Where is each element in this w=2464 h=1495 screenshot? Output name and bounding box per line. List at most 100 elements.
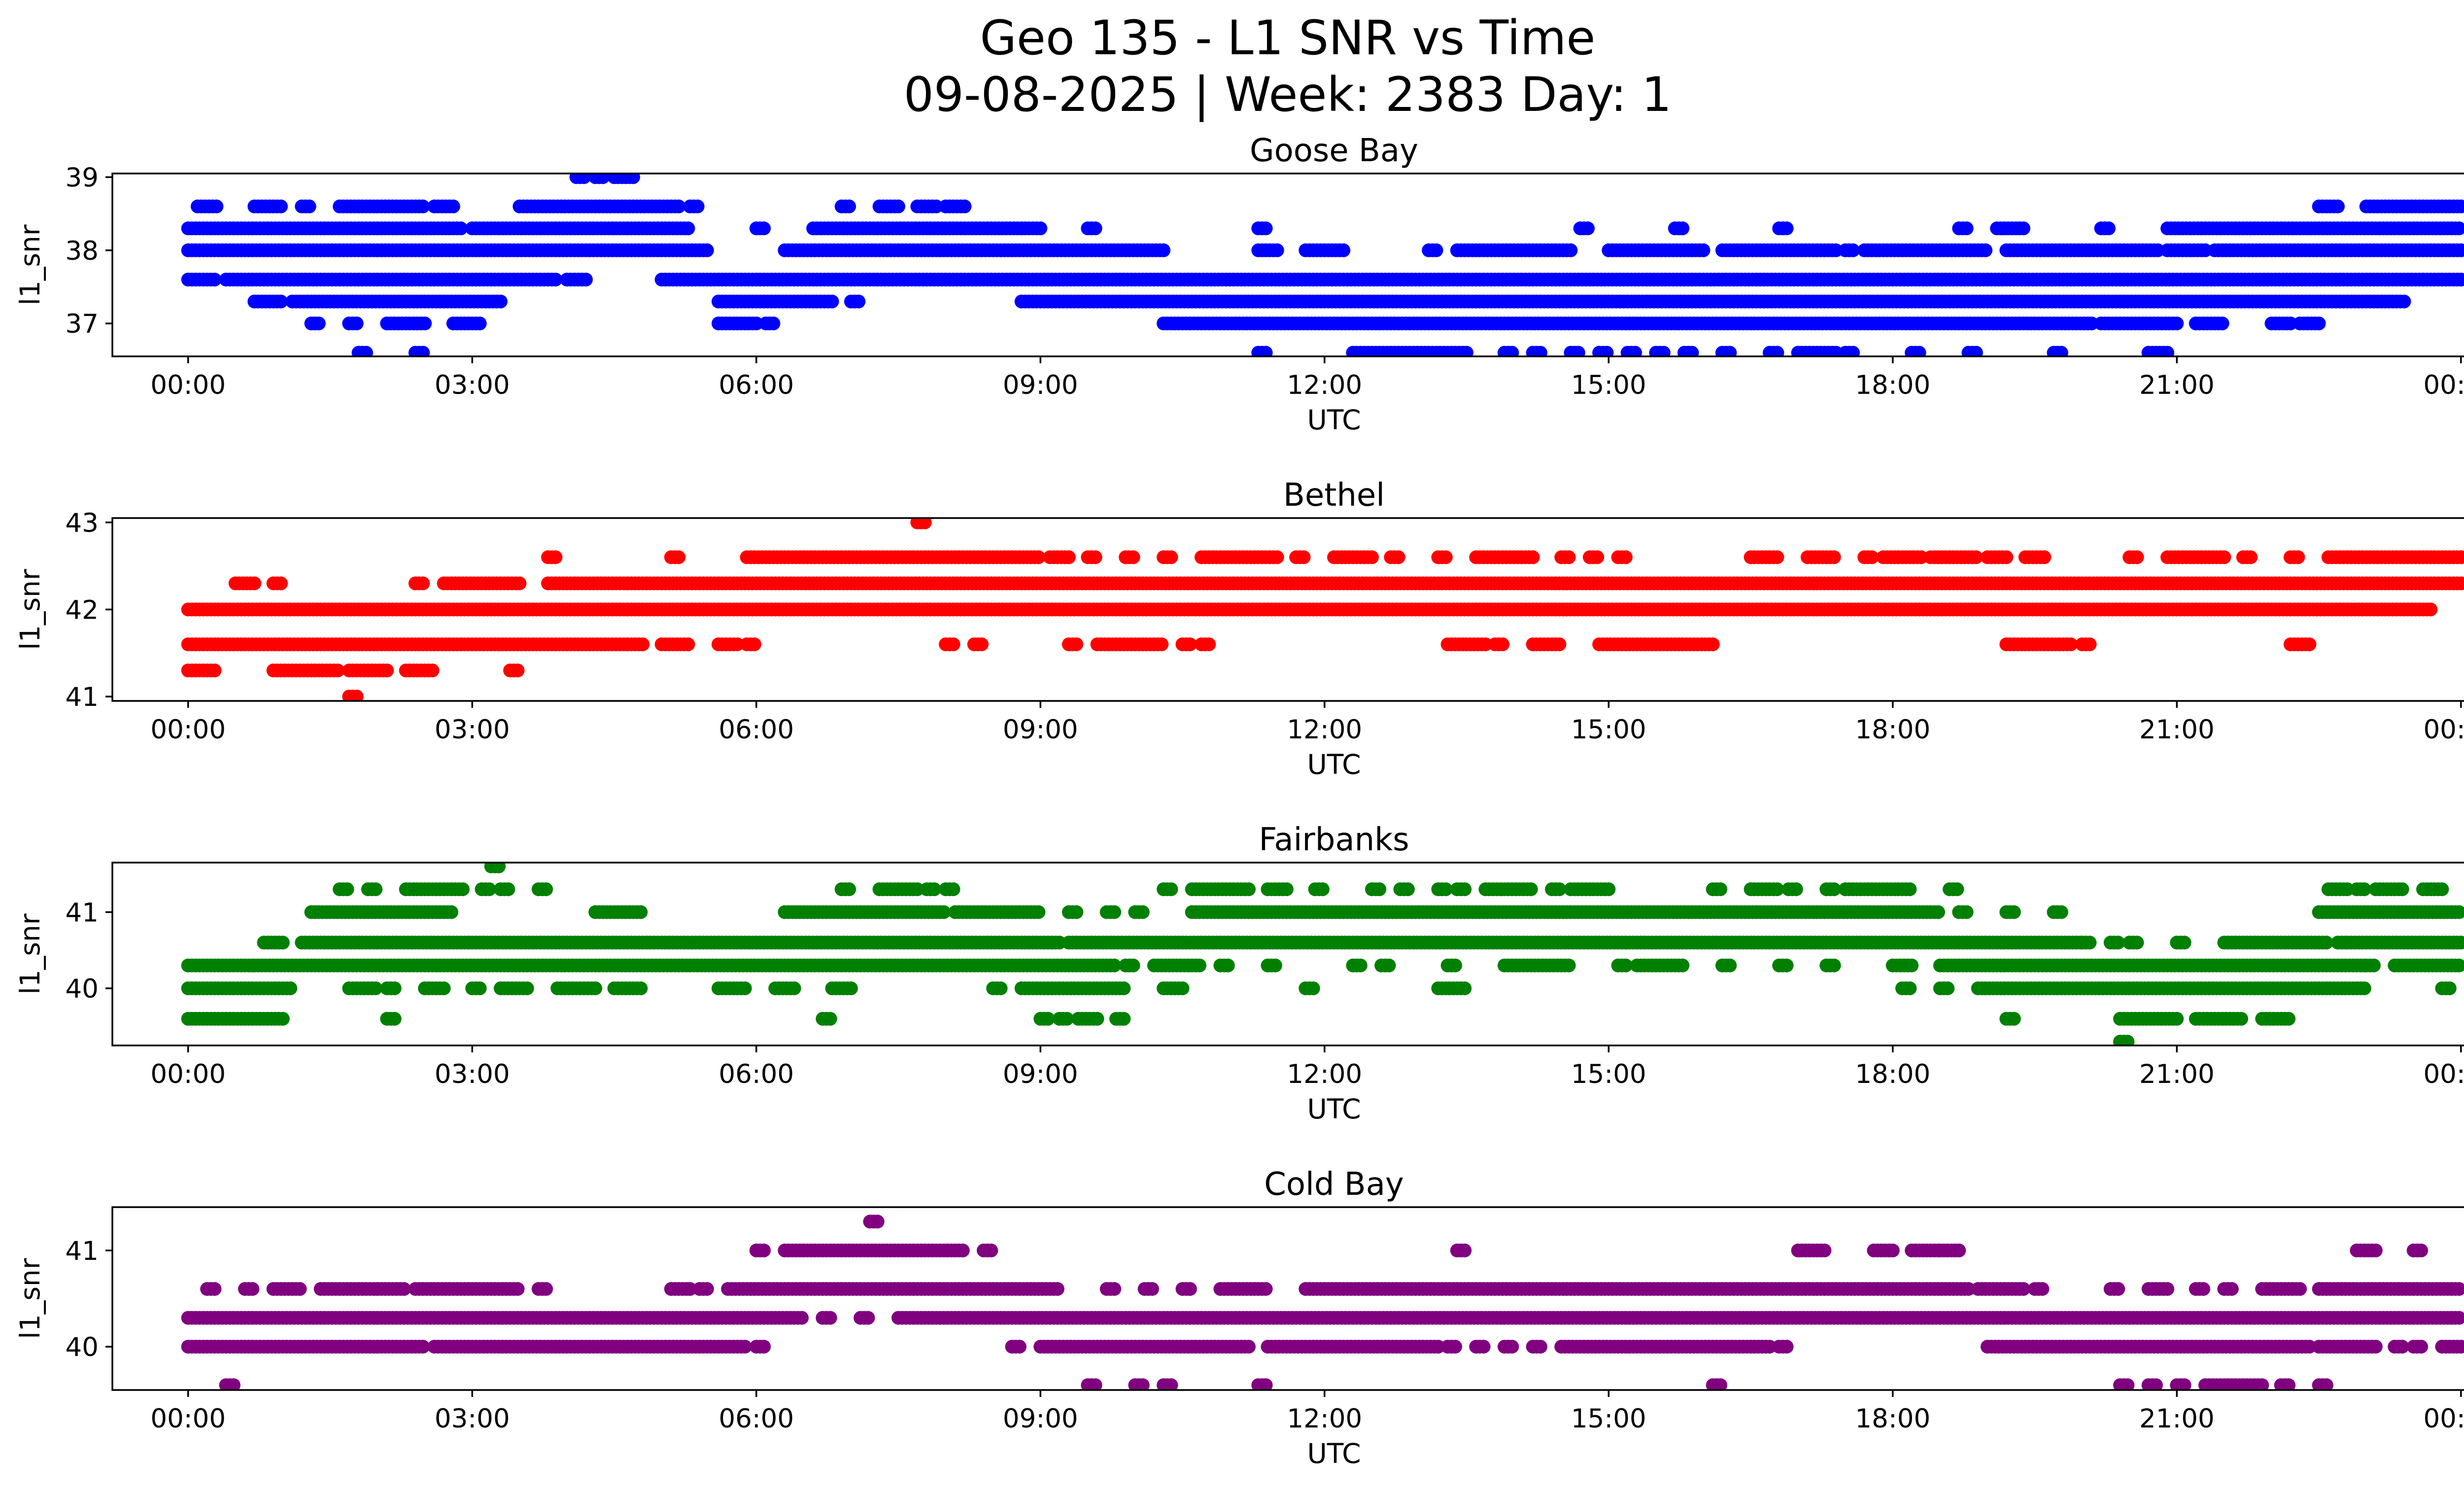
x-tick-label: 00:00 <box>2423 715 2464 745</box>
data-point <box>1676 221 1690 236</box>
data-point <box>1903 882 1917 897</box>
data-point <box>1685 346 1699 356</box>
data-point <box>681 221 695 236</box>
data-point <box>2291 550 2305 564</box>
figure-title-line2: 09-08-2025 | Week: 2383 Day: 1 <box>904 67 1672 123</box>
data-point <box>1979 243 1993 257</box>
data-point <box>579 273 593 287</box>
data-point <box>1827 882 1841 897</box>
y-tick-label: 41 <box>66 682 99 712</box>
data-point <box>1126 550 1140 564</box>
data-point <box>1270 243 1284 257</box>
data-point <box>2454 199 2464 213</box>
data-point <box>2424 602 2438 617</box>
data-point <box>1846 346 1860 356</box>
x-tick-label: 03:00 <box>435 370 510 400</box>
data-point <box>1581 221 1595 236</box>
data-point <box>1164 550 1178 564</box>
data-point <box>1969 550 1983 564</box>
data-point <box>340 882 354 897</box>
data-point <box>730 637 745 652</box>
data-point <box>918 518 932 529</box>
data-point <box>1242 882 1256 897</box>
data-point <box>690 199 705 213</box>
data-point <box>1912 346 1926 356</box>
data-point <box>1460 346 1473 356</box>
data-point <box>1770 550 1784 564</box>
data-point <box>207 273 222 287</box>
data-point <box>766 316 781 331</box>
data-point <box>2452 221 2464 236</box>
data-point <box>1618 550 1633 564</box>
data-point <box>1270 550 1284 564</box>
data-point <box>416 576 430 591</box>
data-point <box>207 663 222 678</box>
data-point <box>1931 905 1945 919</box>
data-point <box>1959 905 1974 919</box>
data-point <box>927 882 941 897</box>
data-point <box>2312 316 2326 331</box>
scatter-series <box>181 863 2464 1045</box>
data-point <box>749 316 763 331</box>
data-point <box>1950 882 1964 897</box>
data-point <box>2198 243 2212 257</box>
data-point <box>473 316 487 331</box>
x-axis-label: UTC <box>1307 749 1361 780</box>
data-point <box>1438 882 1453 897</box>
data-point <box>349 690 364 701</box>
x-tick-label: 21:00 <box>2139 370 2215 400</box>
data-point <box>852 294 866 309</box>
data-point <box>1164 882 1178 897</box>
data-point <box>1496 637 1510 652</box>
data-point <box>1069 637 1084 652</box>
data-point <box>1202 637 1216 652</box>
data-point <box>1031 905 1046 919</box>
data-point <box>2357 882 2371 897</box>
x-axis-label: UTC <box>1307 404 1361 436</box>
data-point <box>492 863 506 873</box>
data-point <box>209 199 224 213</box>
subplot-title: Goose Bay <box>1250 133 1418 169</box>
data-point <box>539 882 553 897</box>
data-point <box>1155 637 1169 652</box>
x-tick-label: 12:00 <box>1287 370 1362 400</box>
data-point <box>1052 936 1066 950</box>
data-point <box>1438 550 1453 564</box>
data-point <box>946 637 960 652</box>
data-point <box>2017 221 2030 236</box>
data-point <box>1865 550 1879 564</box>
data-point <box>825 294 839 309</box>
data-point <box>2340 882 2355 897</box>
data-point <box>2435 882 2449 897</box>
data-point <box>1571 346 1585 356</box>
data-point <box>2283 316 2297 331</box>
data-point <box>1259 221 1273 236</box>
x-tick-label: 15:00 <box>1571 370 1646 400</box>
data-point <box>700 243 714 257</box>
data-point <box>2130 550 2144 564</box>
data-point <box>2054 346 2068 356</box>
data-point <box>1969 346 1983 356</box>
data-point <box>1789 882 1803 897</box>
x-tick-label: 21:00 <box>2139 715 2215 745</box>
data-point <box>1279 882 1294 897</box>
data-point <box>1827 550 1841 564</box>
data-point <box>2302 637 2317 652</box>
data-point <box>446 199 460 213</box>
data-point <box>1552 882 1567 897</box>
data-point <box>891 199 905 213</box>
data-point <box>1088 550 1102 564</box>
data-point <box>274 576 288 591</box>
data-point <box>1088 221 1102 236</box>
data-point <box>445 905 458 919</box>
data-point <box>1780 221 1794 236</box>
data-point <box>331 663 345 678</box>
data-point <box>1069 905 1084 919</box>
data-point <box>1959 221 1974 236</box>
data-point <box>2037 550 2052 564</box>
y-tick-label: 42 <box>66 595 99 626</box>
data-point <box>2331 199 2345 213</box>
